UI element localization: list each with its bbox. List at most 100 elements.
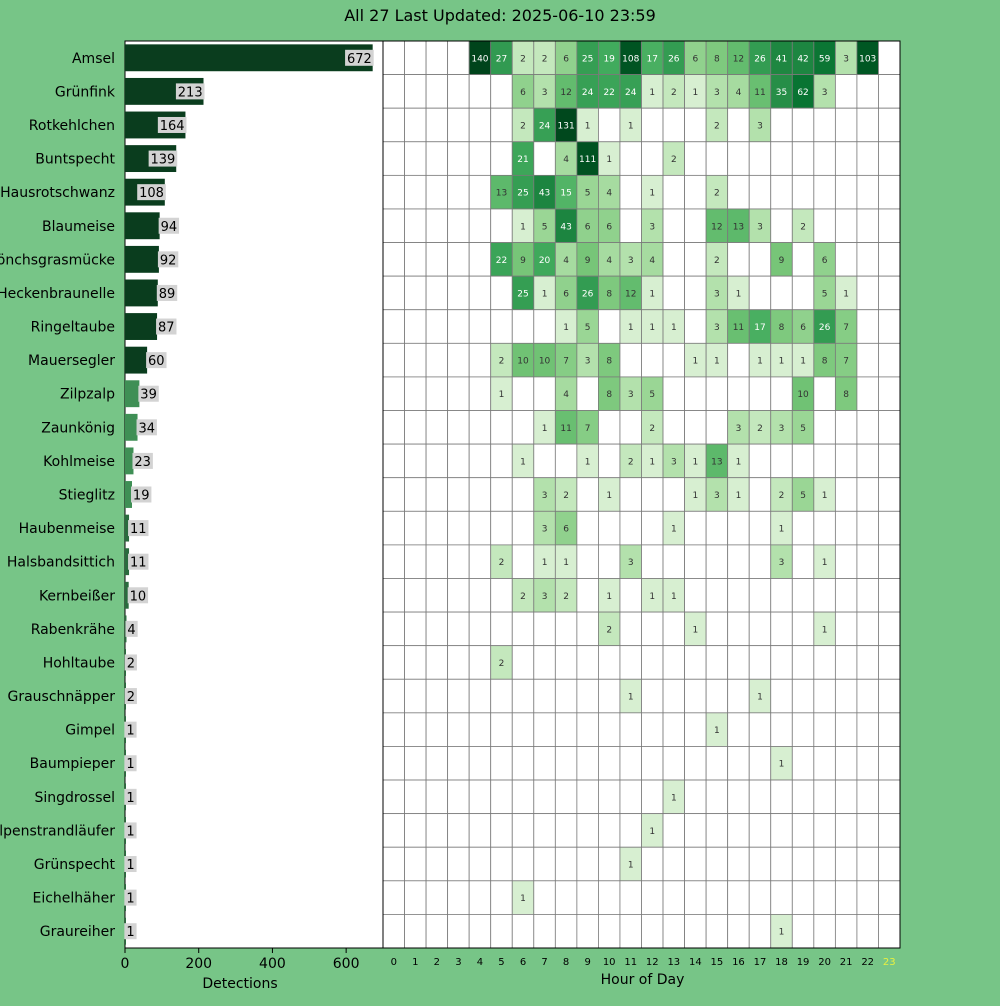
heatmap-cell-label: 1 [822,491,828,501]
heatmap-cell-label: 2 [779,491,785,501]
heatmap-cell-label: 22 [496,256,507,266]
heatmap-cell [425,645,449,680]
heatmap-cell [425,914,449,949]
heatmap-cell [447,242,470,277]
heatmap-cell-label: 10 [797,390,809,400]
heatmap-cell [684,578,707,613]
heatmap-cell [468,914,492,949]
heatmap-cell-label: 1 [736,289,742,299]
bar-value-label: 1 [126,791,134,806]
heatmap-cell-label: 13 [496,189,507,199]
heatmap-cell-label: 43 [560,222,571,232]
heatmap-cell [598,779,621,815]
bar-value-box [148,150,178,167]
heatmap-cell [447,712,470,747]
heatmap-cell [468,846,492,882]
heatmap-cell [619,746,642,781]
heatmap-cell-label: 26 [668,54,680,64]
bar [125,212,160,240]
heatmap-cell [533,645,556,680]
heatmap-cell [468,410,492,445]
heatmap-cell [684,914,707,949]
heatmap-cell [425,510,449,546]
heatmap-cell [404,544,427,579]
heatmap-cell [684,141,707,176]
heatmap-cell [662,914,685,949]
heatmap-cell [468,309,492,344]
heatmap-cell [813,578,836,613]
heatmap-cell-label: 6 [822,256,828,266]
heatmap-cell [791,141,815,176]
heatmap-cell-label: 1 [520,894,526,904]
heatmap-cell [878,275,901,311]
heatmap-cell [382,208,405,243]
heatmap-cell [856,846,879,882]
heatmap-cell [770,275,793,311]
bar-value-box [137,184,166,201]
heatmap-cell-label: 3 [585,357,591,367]
heatmap-cell-label: 8 [843,390,849,400]
heatmap-cell [533,846,556,882]
heatmap-cell [598,846,621,882]
heatmap-cell-label: 1 [736,491,742,501]
heatmap-cell-label: 8 [606,390,612,400]
heatmap-cell [511,544,535,579]
heatmap-cell-label: 19 [603,54,615,64]
heatmap-cell [705,813,729,848]
heatmap-cell-label: 1 [843,289,849,299]
heatmap-cell [619,342,642,378]
heatmap-cell-label: 11 [560,424,571,434]
heatmap-cell-label: 2 [563,592,569,602]
heatmap-cell [554,712,578,747]
heatmap-cell [813,208,836,243]
heatmap-cell [705,746,729,781]
heatmap-cell [511,477,535,512]
heatmap-cell [727,712,750,747]
heatmap-cell [511,376,535,411]
bar-category-label: Alpenstrandläufer [0,823,115,839]
heatmap-cell [856,813,879,848]
heatmap-cell [533,779,556,815]
heatmap-cell [748,846,772,882]
heatmap-cell [878,813,901,848]
heatmap-cell [878,242,901,277]
heatmap-cell [425,443,449,479]
heatmap-cell [813,410,836,445]
heatmap-cell [382,746,405,781]
hour-tick-label: 23 [883,957,896,968]
heatmap-cell-label: 7 [843,357,849,367]
heatmap-cell-label: 6 [606,222,612,232]
heatmap-cell [684,779,707,815]
heatmap-cell [748,645,772,680]
heatmap-cell [813,880,836,915]
heatmap-cell [619,141,642,176]
heatmap-cell [641,846,664,882]
heatmap-cell [425,477,449,512]
heatmap-cell [727,813,750,848]
heatmap-cell [856,74,879,109]
heatmap-cell [727,611,750,647]
heatmap-cell-label: 13 [733,222,744,232]
heatmap-cell [490,477,513,512]
heatmap-cell [662,208,685,243]
heatmap-cell [447,74,470,109]
bar-value-box [124,688,137,705]
heatmap-cell [770,611,793,647]
hour-tick-label: 16 [732,957,745,968]
heatmap-cell [425,578,449,613]
heatmap-cell [382,275,405,311]
heatmap-cell [856,611,879,647]
heatmap-cell [705,645,729,680]
heatmap-cell [619,914,642,949]
hour-tick-label: 8 [563,957,569,968]
heatmap-cell [834,712,858,747]
heatmap-cell-label: 5 [822,289,828,299]
bar-category-label: Eichelhäher [32,891,115,907]
heatmap-cell [878,477,901,512]
heatmap-cell [576,779,599,815]
heatmap-cell [856,141,879,176]
bar [125,413,138,441]
heatmap-cell [554,611,578,647]
heatmap-cell-label: 1 [649,827,655,837]
heatmap-cell [705,846,729,882]
